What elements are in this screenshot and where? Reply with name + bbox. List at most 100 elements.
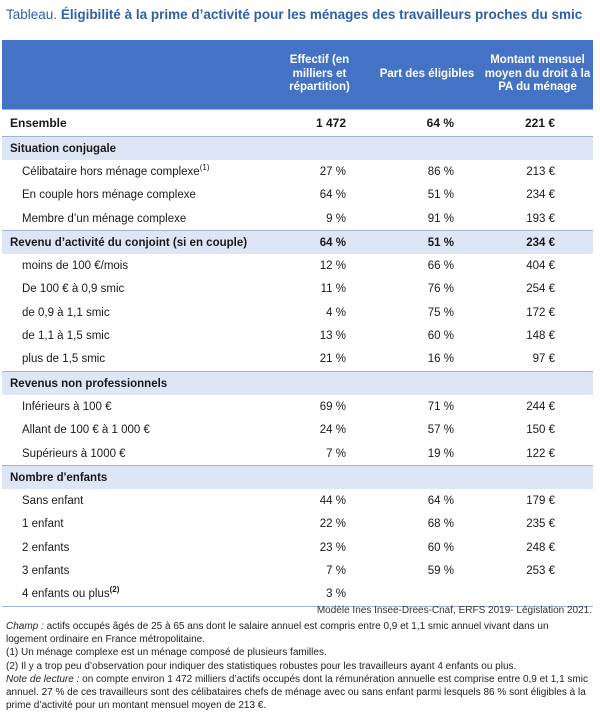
row-montant: 148 € bbox=[526, 330, 555, 343]
section-effectif bbox=[267, 370, 372, 396]
section-montant bbox=[482, 136, 593, 161]
table-row: Membre d’un ménage complexe 9 % 91 % 193 € bbox=[2, 207, 593, 231]
section-header-row: Revenu d’activité du conjoint (si en cou… bbox=[2, 230, 593, 255]
title-lead: Tableau. bbox=[6, 7, 58, 22]
row-part: 71 % bbox=[427, 400, 454, 413]
table-row: Inférieurs à 100 € 69 % 71 % 244 € bbox=[2, 395, 593, 418]
row-label: moins de 100 €/mois bbox=[2, 254, 267, 277]
champ-text: actifs occupés âgés de 25 à 65 ans dont … bbox=[6, 621, 549, 646]
lecture-text: on compte environ 1 472 milliers d’actif… bbox=[6, 673, 588, 712]
row-label-text: Membre d’un ménage complexe bbox=[22, 212, 187, 225]
eligibility-table: Effectif (en milliers et répartition) Pa… bbox=[2, 40, 593, 607]
section-title: Nombre d'enfants bbox=[2, 465, 267, 490]
row-part: 51 % bbox=[427, 189, 454, 202]
row-part: 60 % bbox=[427, 541, 454, 554]
section-part bbox=[372, 370, 482, 396]
table-row: Sans enfant 44 % 64 % 179 € bbox=[2, 489, 593, 512]
lecture-note: Note de lecture : on compte environ 1 47… bbox=[6, 673, 592, 713]
row-effectif: 11 % bbox=[320, 283, 346, 296]
row-label: plus de 1,5 smic bbox=[2, 348, 267, 372]
row-effectif: 7 % bbox=[326, 564, 346, 577]
row-effectif: 13 % bbox=[319, 330, 346, 343]
champ-label: Champ : bbox=[6, 621, 44, 632]
table-row: 2 enfants 23 % 60 % 248 € bbox=[2, 536, 593, 559]
row-part: 68 % bbox=[427, 518, 454, 531]
row-label: De 100 € à 0,9 smic bbox=[2, 278, 267, 301]
row-part: 60 % bbox=[427, 330, 454, 343]
section-effectif bbox=[267, 136, 372, 161]
table-row: Allant de 100 € à 1 000 € 24 % 57 % 150 € bbox=[2, 419, 593, 442]
row-label: Inférieurs à 100 € bbox=[2, 395, 267, 418]
row-label: Supérieurs à 1000 € bbox=[2, 442, 267, 466]
row-label: 4 enfants ou plus(2) bbox=[2, 582, 267, 607]
footnote-2: (2) Il y a trop peu d’observation pour i… bbox=[6, 660, 517, 672]
section-montant bbox=[482, 465, 593, 490]
row-label-text: 4 enfants ou plus bbox=[22, 588, 110, 601]
row-part: 57 % bbox=[427, 424, 454, 437]
row-effectif: 69 % bbox=[319, 400, 346, 413]
row-part: 64 % bbox=[427, 495, 454, 508]
row-label-text: 1 enfant bbox=[22, 518, 64, 531]
section-header-row: Nombre d'enfants bbox=[2, 465, 593, 490]
row-label-text: plus de 1,5 smic bbox=[22, 353, 106, 366]
row-part bbox=[372, 582, 482, 607]
row-part: 16 % bbox=[427, 353, 454, 366]
section-part bbox=[372, 136, 482, 161]
row-montant: 97 € bbox=[532, 353, 555, 366]
row-effectif: 44 % bbox=[319, 495, 346, 508]
total-part: 64 % bbox=[372, 109, 482, 137]
row-label: de 1,1 à 1,5 smic bbox=[2, 324, 267, 347]
lecture-label: Note de lecture : bbox=[6, 673, 80, 685]
section-montant: 234 € bbox=[482, 230, 593, 255]
row-effectif: 27 % bbox=[319, 165, 346, 178]
row-label-text: de 1,1 à 1,5 smic bbox=[22, 330, 110, 343]
section-part bbox=[372, 465, 482, 490]
row-effectif: 7 % bbox=[326, 447, 346, 460]
row-effectif: 21 % bbox=[319, 353, 346, 366]
row-label-text: de 0,9 à 1,1 smic bbox=[22, 306, 110, 319]
row-montant: 179 € bbox=[526, 495, 555, 508]
footnote-1: (1) Un ménage complexe est un ménage com… bbox=[6, 647, 327, 659]
row-label-text: Célibataire hors ménage complexe bbox=[22, 165, 200, 178]
section-montant bbox=[482, 370, 593, 396]
row-part: 59 % bbox=[427, 564, 454, 577]
row-effectif: 9 % bbox=[326, 212, 346, 225]
row-montant: 122 € bbox=[526, 447, 555, 460]
row-effectif: 64 % bbox=[319, 189, 346, 202]
row-label: de 0,9 à 1,1 smic bbox=[2, 301, 267, 324]
header-part: Part des éligibles bbox=[372, 40, 482, 110]
section-effectif bbox=[267, 465, 372, 490]
row-label-text: 2 enfants bbox=[22, 541, 70, 554]
row-montant: 213 € bbox=[526, 165, 555, 178]
table-header-row: Effectif (en milliers et répartition) Pa… bbox=[2, 40, 593, 110]
row-label-text: Sans enfant bbox=[22, 495, 84, 508]
section-header-row: Situation conjugale bbox=[2, 136, 593, 161]
total-row: Ensemble 1 472 64 % 221 € bbox=[2, 109, 593, 137]
row-montant: 150 € bbox=[526, 424, 555, 437]
section-title: Revenus non professionnels bbox=[2, 370, 267, 396]
row-montant: 193 € bbox=[526, 212, 555, 225]
row-montant bbox=[482, 582, 593, 607]
row-effectif: 4 % bbox=[326, 306, 346, 319]
title-main: Éligibilité à la prime d’activité pour l… bbox=[60, 7, 583, 22]
section-part: 51 % bbox=[372, 230, 482, 255]
row-part: 76 % bbox=[427, 283, 454, 296]
row-montant: 172 € bbox=[526, 306, 555, 319]
row-part: 86 % bbox=[427, 165, 454, 178]
row-label: En couple hors ménage complexe bbox=[2, 184, 267, 207]
header-effectif: Effectif (en milliers et répartition) bbox=[267, 40, 372, 110]
source-note: Modèle Ines Insee-Drees-Cnaf, ERFS 2019-… bbox=[316, 605, 592, 616]
table-row: Supérieurs à 1000 € 7 % 19 % 122 € bbox=[2, 442, 593, 466]
row-effectif: 24 % bbox=[319, 424, 346, 437]
table-row: 4 enfants ou plus(2) 3 % bbox=[2, 582, 593, 607]
total-effectif: 1 472 bbox=[267, 109, 372, 137]
table-row: de 1,1 à 1,5 smic 13 % 60 % 148 € bbox=[2, 324, 593, 347]
row-part: 66 % bbox=[427, 260, 454, 273]
section-header-row: Revenus non professionnels bbox=[2, 370, 593, 396]
table-row: de 0,9 à 1,1 smic 4 % 75 % 172 € bbox=[2, 301, 593, 324]
row-effectif: 12 % bbox=[319, 260, 346, 273]
row-label-text: moins de 100 €/mois bbox=[22, 260, 129, 273]
row-effectif: 23 % bbox=[319, 541, 346, 554]
section-effectif: 64 % bbox=[267, 230, 372, 255]
table-row: 3 enfants 7 % 59 % 253 € bbox=[2, 559, 593, 582]
